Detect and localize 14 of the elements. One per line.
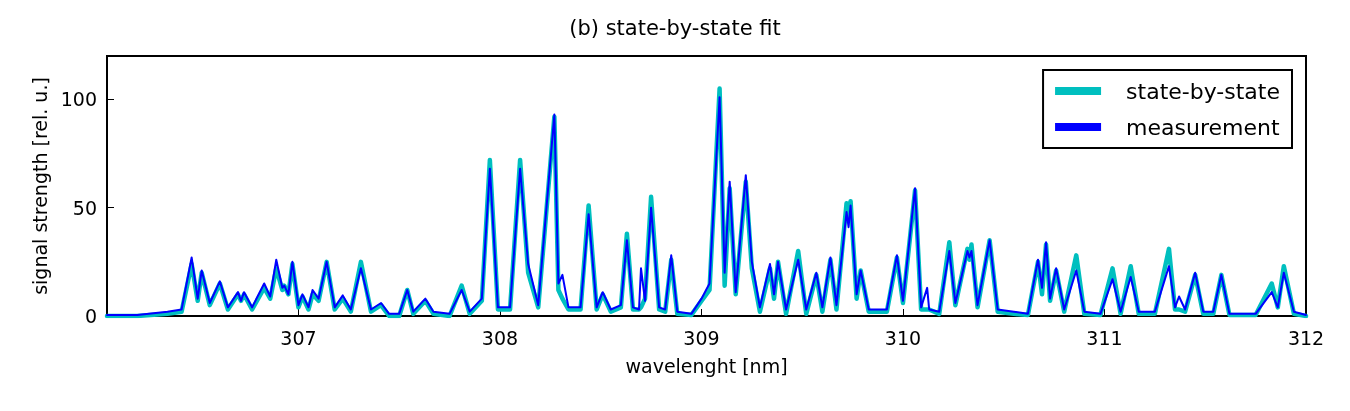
y-tick-label: 50	[72, 196, 97, 219]
x-tick-label: 309	[683, 326, 720, 349]
chart-title: (b) state-by-state fit	[569, 15, 781, 40]
x-tick-label: 308	[481, 326, 519, 349]
x-tick-label: 311	[1086, 326, 1123, 349]
y-tick-label: 0	[84, 305, 97, 327]
x-tick-label: 312	[1287, 326, 1325, 349]
legend-label: measurement	[1126, 114, 1280, 140]
y-tick-label: 100	[60, 88, 97, 111]
x-tick-label: 310	[884, 326, 922, 349]
legend-label: state-by-state	[1126, 78, 1280, 104]
x-tick-label: 307	[280, 326, 317, 349]
y-axis-title: signal strength [rel. u.]	[29, 77, 52, 295]
x-axis-title: wavelenght [nm]	[625, 354, 788, 377]
